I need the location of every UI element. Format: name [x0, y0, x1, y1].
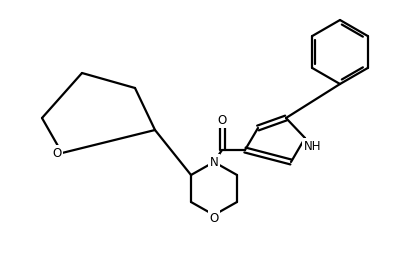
Text: O: O [217, 113, 227, 127]
Text: O: O [52, 146, 61, 160]
Text: O: O [209, 211, 219, 225]
Text: N: N [209, 155, 218, 169]
Text: NH: NH [304, 139, 322, 153]
